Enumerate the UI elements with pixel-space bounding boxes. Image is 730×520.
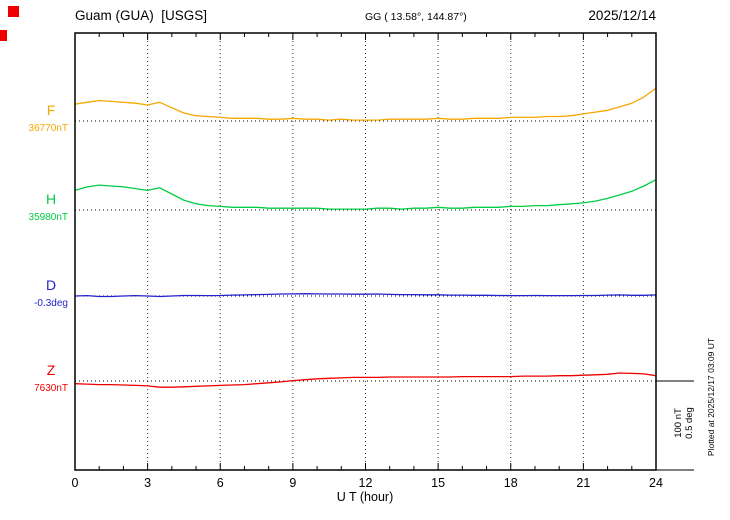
x-tick-label-15: 15 — [431, 476, 445, 490]
series-baseline-value-h: 35980nT — [28, 212, 68, 223]
x-tick-label-18: 18 — [504, 476, 518, 490]
scale-bar-label: 100 nT 0.5 deg — [673, 391, 695, 455]
plot-date: 2025/12/14 — [588, 8, 656, 23]
x-tick-label-21: 21 — [576, 476, 590, 490]
series-baseline-value-z: 7630nT — [34, 383, 68, 394]
series-letter-f: F — [46, 102, 56, 118]
x-tick-label-24: 24 — [649, 476, 663, 490]
station-coordinates: GG ( 13.58°, 144.87°) — [365, 11, 467, 23]
red-marker-2 — [0, 30, 7, 41]
x-tick-label-6: 6 — [217, 476, 224, 490]
trace-F — [74, 87, 657, 121]
series-letter-z: Z — [46, 362, 56, 378]
series-letter-d: D — [45, 277, 57, 293]
series-letter-h: H — [45, 191, 57, 207]
station-title: Guam (GUA) [USGS] — [75, 8, 208, 23]
series-baseline-value-d: -0.3deg — [34, 298, 68, 309]
scale-bar-label-deg: 0.5 deg — [684, 407, 695, 439]
x-tick-label-12: 12 — [359, 476, 373, 490]
plot-frame — [74, 32, 657, 471]
trace-Z — [74, 372, 657, 388]
scale-bar-label-nt: 100 nT — [673, 408, 684, 438]
x-tick-label-0: 0 — [72, 476, 79, 490]
trace-D — [74, 293, 657, 298]
plotted-timestamp: Plotted at 2025/12/17 03:09 UT — [706, 337, 716, 457]
x-axis-label: U T (hour) — [336, 490, 394, 504]
x-tick-label-3: 3 — [144, 476, 151, 490]
trace-H — [74, 179, 657, 210]
x-tick-label-9: 9 — [289, 476, 296, 490]
series-baseline-value-f: 36770nT — [28, 123, 68, 134]
red-marker-1 — [8, 6, 19, 17]
